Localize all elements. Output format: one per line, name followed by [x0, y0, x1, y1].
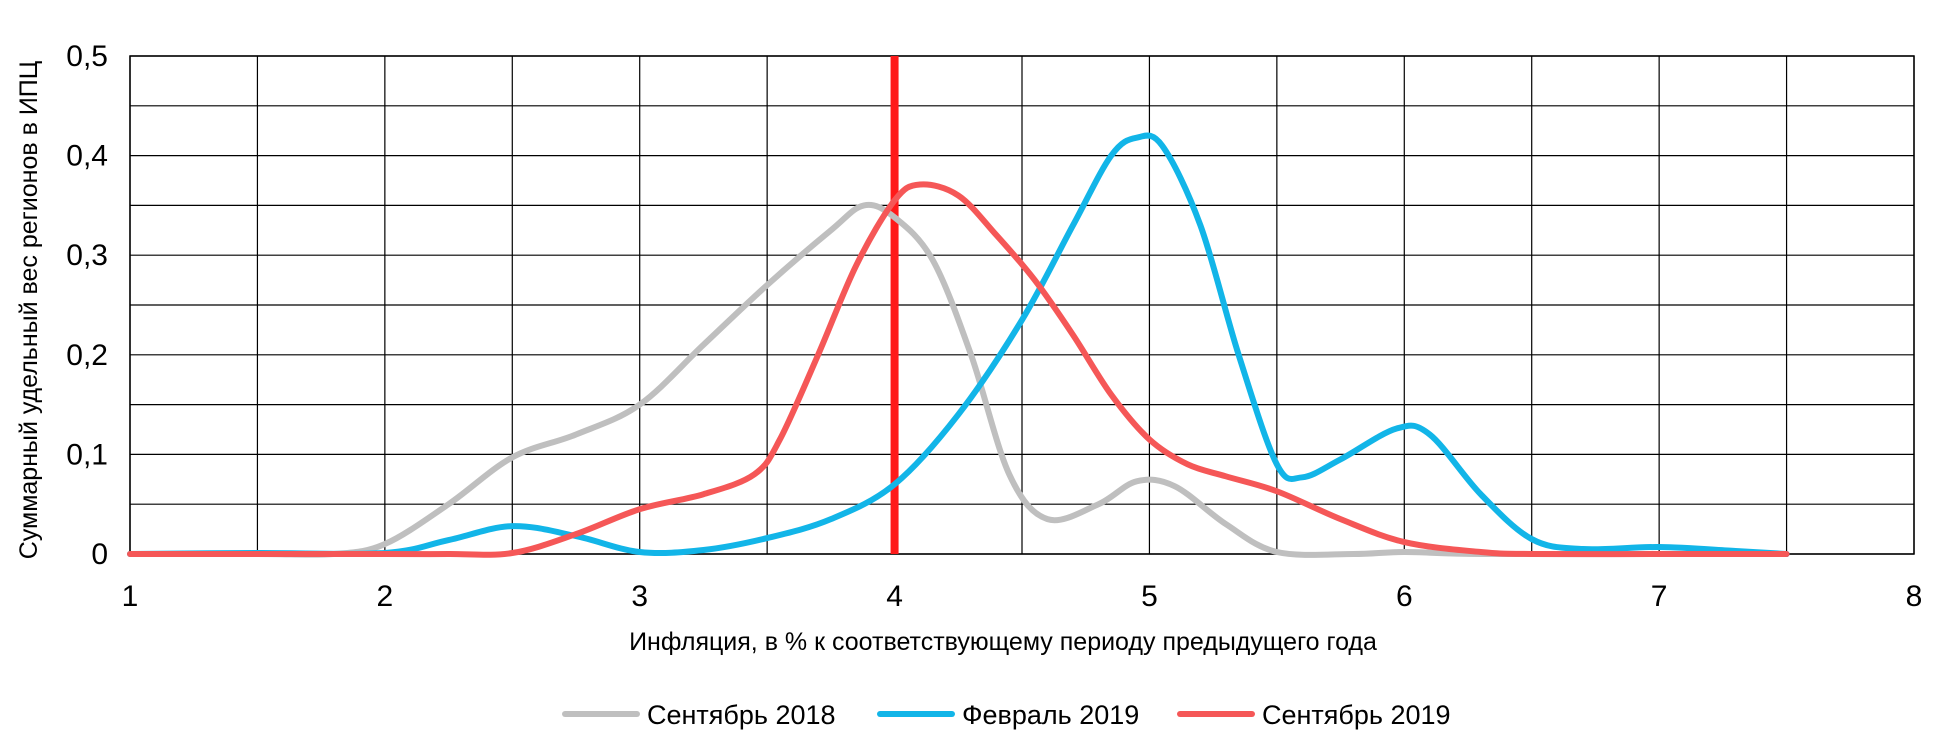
legend-item-3: Сентябрь 2019	[1177, 700, 1451, 730]
y-axis-title: Суммарный удельный вес регионов в ИПЦ	[15, 60, 43, 559]
y-tick-labels: 0 0,1 0,2 0,3 0,4 0,5	[66, 40, 108, 571]
series-line-2	[127, 132, 1790, 557]
x-tick-labels: 1 2 3 4 5 6 7 8	[122, 580, 1923, 613]
x-tick-label: 7	[1651, 580, 1668, 613]
legend-label: Февраль 2019	[962, 700, 1139, 730]
y-tick-label: 0,1	[66, 438, 108, 471]
legend-item-1: Сентябрь 2018	[562, 700, 836, 730]
x-tick-label: 4	[886, 580, 903, 613]
y-tick-label: 0	[91, 538, 108, 571]
series-line-3	[127, 181, 1790, 558]
legend-label: Сентябрь 2019	[1262, 700, 1451, 730]
x-tick-label: 8	[1906, 580, 1923, 613]
legend-label: Сентябрь 2018	[647, 700, 836, 730]
y-tick-label: 0,2	[66, 339, 108, 372]
x-tick-label: 1	[122, 580, 139, 613]
y-tick-label: 0,3	[66, 239, 108, 272]
series-lines	[127, 132, 1790, 558]
grid-lines	[129, 55, 1915, 555]
y-tick-label: 0,4	[66, 140, 108, 173]
x-tick-label: 5	[1141, 580, 1158, 613]
x-axis-title: Инфляция, в % к соответствующему периоду…	[629, 628, 1377, 656]
x-tick-label: 6	[1396, 580, 1413, 613]
y-tick-label: 0,5	[66, 40, 108, 73]
plot-area: 0 0,1 0,2 0,3 0,4 0,5 1 2 3 4 5 6 7 8	[66, 40, 1922, 613]
x-tick-label: 2	[377, 580, 394, 613]
legend: Сентябрь 2018 Февраль 2019 Сентябрь 2019	[562, 700, 1451, 730]
series-line-1	[127, 201, 1790, 558]
x-tick-label: 3	[631, 580, 648, 613]
legend-item-2: Февраль 2019	[877, 700, 1139, 730]
